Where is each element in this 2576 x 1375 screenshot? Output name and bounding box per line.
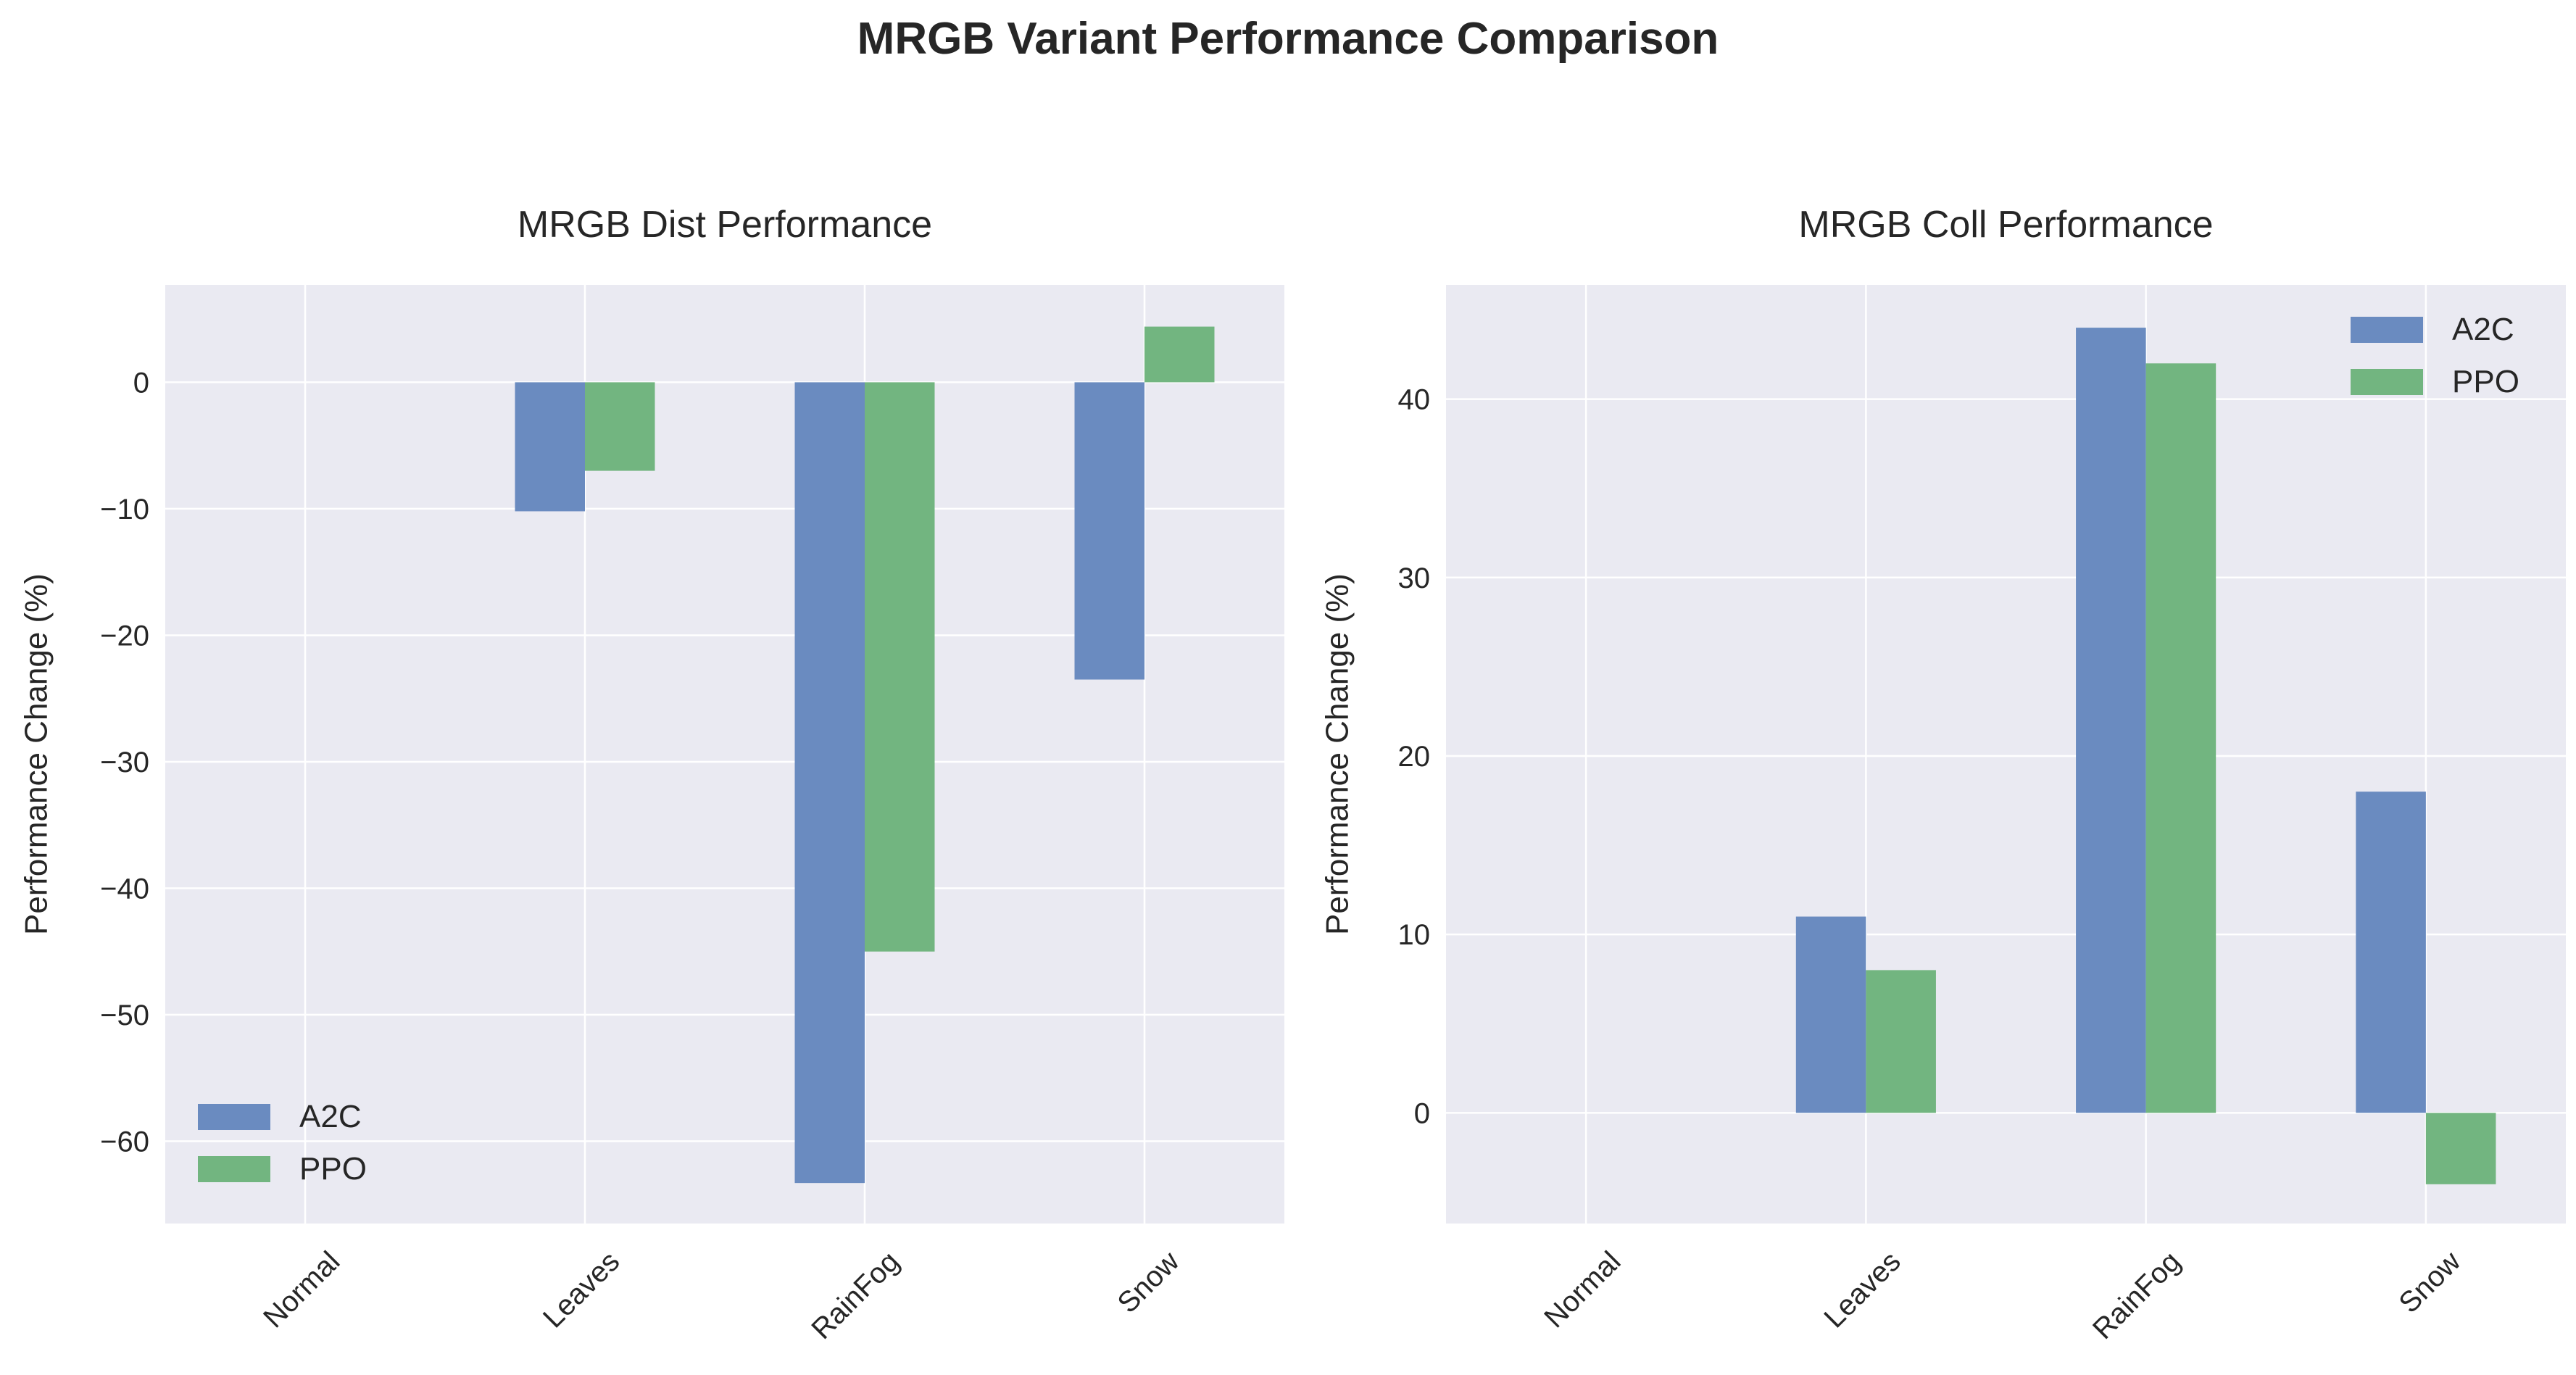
x-tick-label: Leaves xyxy=(537,1245,626,1334)
legend-swatch-ppo xyxy=(198,1156,270,1182)
bar-ppo-snow xyxy=(2425,1113,2496,1184)
y-tick-label: 0 xyxy=(133,367,149,399)
x-tick-label: Snow xyxy=(1111,1245,1185,1319)
legend-label-ppo: PPO xyxy=(299,1151,367,1187)
bar-ppo-leaves xyxy=(1866,970,1936,1113)
legend-label-ppo: PPO xyxy=(2452,364,2519,399)
y-tick-label: −60 xyxy=(100,1126,149,1158)
x-tick-label: RainFog xyxy=(2087,1245,2187,1345)
y-tick-label: −50 xyxy=(100,1000,149,1031)
y-tick-label: 0 xyxy=(1414,1097,1430,1129)
bar-ppo-leaves xyxy=(585,382,655,471)
y-axis-label: Performance Change (%) xyxy=(1320,573,1355,935)
bar-a2c-leaves xyxy=(515,382,585,512)
legend-label-a2c: A2C xyxy=(299,1099,362,1134)
x-tick-label: Normal xyxy=(1538,1245,1626,1334)
bar-a2c-snow xyxy=(2356,792,2426,1113)
x-tick-label: Normal xyxy=(257,1245,346,1334)
y-axis-label: Performance Change (%) xyxy=(19,573,54,935)
bar-a2c-rainfog xyxy=(2076,328,2146,1113)
bar-ppo-rainfog xyxy=(865,382,935,952)
y-tick-label: 40 xyxy=(1398,384,1431,416)
bar-ppo-rainfog xyxy=(2145,363,2216,1113)
bar-a2c-snow xyxy=(1074,382,1144,680)
y-tick-label: −10 xyxy=(100,494,149,526)
y-tick-label: 30 xyxy=(1398,562,1431,594)
bar-ppo-snow xyxy=(1144,326,1215,383)
legend: A2C PPO xyxy=(2351,312,2519,399)
subplot-title: MRGB Dist Performance xyxy=(518,204,932,246)
subplot-2: 0 10 20 30 40 Normal Leaves RainFog Snow MRGB Col… xyxy=(1320,204,2566,1345)
y-tick-label: 20 xyxy=(1398,741,1431,773)
legend-swatch-ppo xyxy=(2351,369,2423,395)
y-tick-label: −40 xyxy=(100,873,149,905)
bar-a2c-rainfog xyxy=(794,382,865,1184)
subplot-1: 0 −10 −20 −30 −40 −50 −60 Normal Leaves RainFog Sn… xyxy=(19,204,1284,1345)
x-tick-label: Leaves xyxy=(1818,1245,1906,1334)
bar-a2c-leaves xyxy=(1795,916,1866,1113)
x-tick-label: Snow xyxy=(2393,1245,2467,1319)
figure-title: MRGB Variant Performance Comparison xyxy=(857,14,1719,64)
y-tick-label: −30 xyxy=(100,747,149,778)
y-tick-label: 10 xyxy=(1398,919,1431,951)
legend-swatch-a2c xyxy=(2351,317,2423,343)
y-tick-label: −20 xyxy=(100,620,149,652)
legend-label-a2c: A2C xyxy=(2452,312,2514,347)
x-tick-label: RainFog xyxy=(805,1245,905,1345)
legend: A2C PPO xyxy=(198,1099,367,1187)
subplot-title: MRGB Coll Performance xyxy=(1798,204,2213,246)
legend-swatch-a2c xyxy=(198,1104,270,1130)
